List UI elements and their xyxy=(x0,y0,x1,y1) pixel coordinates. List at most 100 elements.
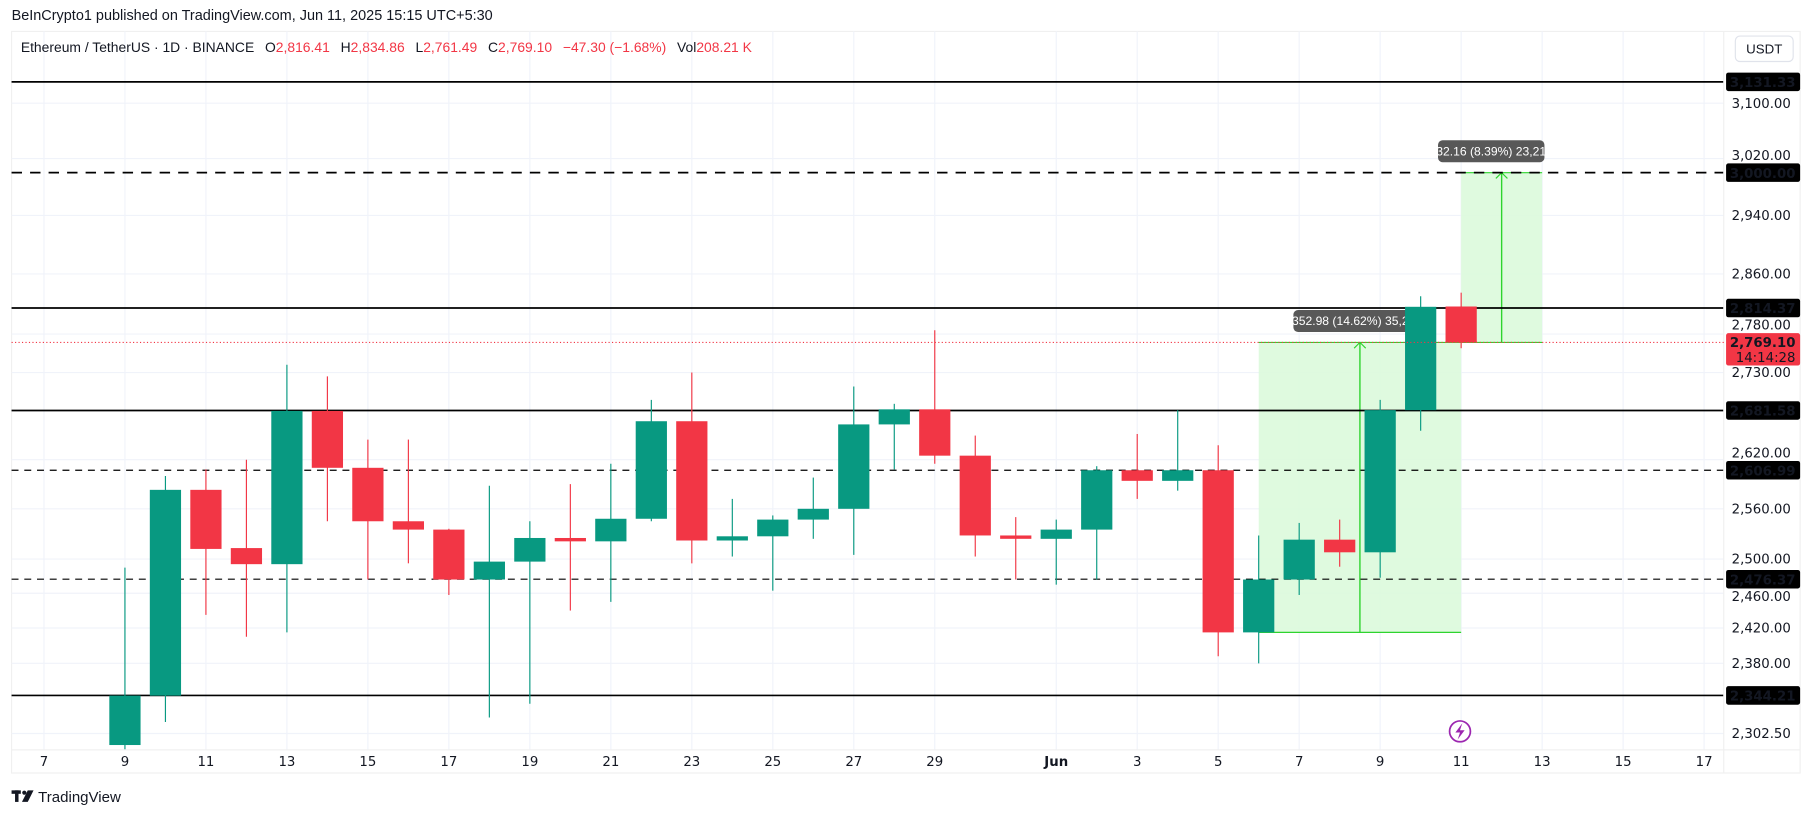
currency-label: USDT xyxy=(1746,41,1782,56)
open-value: 2,816.41 xyxy=(276,39,330,55)
candle-body xyxy=(1324,539,1356,553)
currency-button[interactable]: USDT xyxy=(1734,35,1794,63)
candle-body xyxy=(1364,410,1396,553)
level-price-label: 2,606.99 xyxy=(1730,464,1796,479)
candle-may-24 xyxy=(716,498,748,557)
open-label: O xyxy=(265,39,276,55)
level-price-tag xyxy=(1726,298,1801,318)
x-tick-label: 9 xyxy=(1376,755,1384,770)
candle-may-23 xyxy=(676,372,708,564)
candle-body xyxy=(311,410,344,468)
level-price-tag xyxy=(1726,401,1801,420)
x-tick-label: 13 xyxy=(278,755,295,770)
candle-jun-8 xyxy=(1324,519,1356,567)
candle-body xyxy=(757,519,789,537)
candle-body xyxy=(230,548,263,565)
x-tick-label: 11 xyxy=(197,755,214,770)
candle-jun-6 xyxy=(1243,535,1275,664)
x-tick-label: 29 xyxy=(926,755,943,770)
candle-body xyxy=(635,421,667,519)
candle-body xyxy=(959,455,991,536)
y-tick-label: 2,420.00 xyxy=(1732,622,1791,637)
x-tick-label: Jun xyxy=(1043,755,1068,770)
current-price-tag xyxy=(1726,333,1801,366)
current-price-label: 2,769.10 xyxy=(1730,336,1796,351)
candle-jun-11 xyxy=(1445,292,1477,349)
x-tick-label: 15 xyxy=(1615,755,1632,770)
candle-jun-4 xyxy=(1162,410,1194,491)
candle-jun-3 xyxy=(1121,433,1153,499)
candle-body xyxy=(1243,579,1275,633)
x-tick-label: 19 xyxy=(521,755,538,770)
candle-body xyxy=(1040,529,1072,539)
candle-may-31 xyxy=(1000,517,1032,580)
x-tick-label: 27 xyxy=(845,755,862,770)
level-labels: 3,131.33 3,000.00 2,814.37 2,681.58 2,606.99… xyxy=(11,72,1801,705)
published-line: BeInCrypto1 published on TradingView.com… xyxy=(12,8,493,24)
candle-may-30 xyxy=(959,435,991,557)
candle-body xyxy=(1000,535,1032,539)
level-price-tag xyxy=(1726,569,1801,589)
y-tick-label: 2,460.00 xyxy=(1732,590,1791,605)
price-range-measure[interactable]: 352.98 (14.62%) 35,298 xyxy=(1258,310,1462,633)
candle-body xyxy=(433,529,465,580)
candle-body xyxy=(1283,539,1315,580)
candle-jun-7 xyxy=(1283,522,1315,595)
candle-body xyxy=(352,467,384,522)
candle-body xyxy=(1445,306,1477,343)
symbol-title: Ethereum / TetherUS · 1D · BINANCE xyxy=(21,39,254,55)
level-price-tag xyxy=(1726,163,1801,182)
candle-body xyxy=(676,421,708,541)
level-price-label: 3,000.00 xyxy=(1730,167,1796,182)
event-lightning-icon[interactable] xyxy=(1448,720,1472,743)
high-value: 2,834.86 xyxy=(351,39,405,55)
x-tick-label: 13 xyxy=(1534,755,1551,770)
candle-may-18 xyxy=(473,485,505,718)
candle-may-13 xyxy=(271,364,303,633)
y-tick-label: 3,100.00 xyxy=(1732,97,1791,112)
x-tick-label: 17 xyxy=(1696,755,1713,770)
candle-body xyxy=(473,561,505,580)
candle-may-21 xyxy=(595,463,627,602)
x-tick-label: 15 xyxy=(359,755,376,770)
candle-may-20 xyxy=(554,484,586,611)
candle-may-27 xyxy=(838,386,870,555)
candle-body xyxy=(716,536,748,541)
candle-body xyxy=(1121,470,1153,481)
volume-label: Vol xyxy=(677,39,696,55)
candle-jun-5 xyxy=(1202,445,1234,657)
candle-may-28 xyxy=(878,403,910,470)
x-tick-label: 23 xyxy=(683,755,700,770)
time-axis[interactable]: 7 9 11 13 15 17 19 21 23 25 27 29 Jun 3 5 7 9 11 13 15 17 xyxy=(11,749,1801,770)
candle-body xyxy=(109,695,141,746)
x-tick-label: 21 xyxy=(602,755,619,770)
candle-body xyxy=(149,489,182,696)
candle-may-16 xyxy=(392,439,424,564)
y-tick-label: 2,302.50 xyxy=(1732,727,1791,742)
candle-body xyxy=(271,410,303,565)
candle-may-29 xyxy=(919,330,951,464)
low-value: 2,761.49 xyxy=(423,39,477,55)
tradingview-logo[interactable]: TradingView xyxy=(11,789,121,806)
candle-may-14 xyxy=(311,376,344,522)
high-label: H xyxy=(341,39,351,55)
y-tick-label: 2,500.00 xyxy=(1732,553,1791,568)
candle-body xyxy=(838,424,870,509)
level-price-label: 2,476.37 xyxy=(1730,573,1796,588)
y-tick-label: 2,940.00 xyxy=(1732,209,1791,224)
x-tick-label: 7 xyxy=(40,755,48,770)
candle-body xyxy=(514,537,546,562)
x-tick-label: 9 xyxy=(121,755,129,770)
price-axis[interactable]: 3,100.00 3,020.00 2,940.00 2,860.00 2,780.00… xyxy=(1723,31,1791,773)
x-tick-label: 25 xyxy=(764,755,781,770)
candle-body xyxy=(1081,470,1113,530)
level-price-label: 2,344.21 xyxy=(1730,690,1796,705)
candle-body xyxy=(919,409,951,456)
ohlc-legend: Ethereum / TetherUS · 1D · BINANCE O2,81… xyxy=(21,39,753,55)
measure-label: 232.16 (8.39%) 23,216 xyxy=(1430,144,1554,158)
candle-may-11 xyxy=(190,469,222,615)
y-tick-label: 2,620.00 xyxy=(1732,447,1791,462)
y-tick-label: 2,730.00 xyxy=(1732,366,1791,381)
x-tick-label: 17 xyxy=(440,755,457,770)
